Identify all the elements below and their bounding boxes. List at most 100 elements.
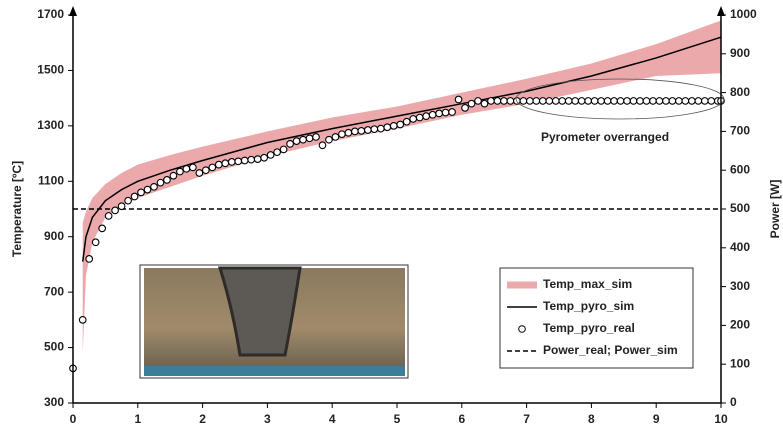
marker (112, 207, 119, 214)
marker (190, 164, 197, 171)
y-tick-label: 1300 (37, 118, 64, 132)
marker (177, 168, 184, 175)
marker (105, 213, 112, 220)
y2-tick-label: 400 (730, 240, 750, 254)
marker (455, 96, 462, 103)
marker (501, 98, 508, 105)
marker (390, 123, 397, 130)
legend-swatch (519, 326, 526, 333)
marker (475, 98, 482, 105)
marker (559, 98, 566, 105)
y2-axis-label: Power [W] (768, 180, 782, 239)
marker (86, 256, 93, 263)
marker (203, 167, 210, 174)
marker (689, 98, 696, 105)
y-tick-label: 1700 (37, 7, 64, 21)
marker (436, 110, 443, 117)
marker (222, 160, 229, 167)
x-tick-label: 5 (394, 412, 401, 426)
marker (371, 126, 378, 133)
x-tick-label: 10 (714, 412, 728, 426)
x-tick-label: 0 (70, 412, 77, 426)
marker (99, 225, 106, 232)
marker (488, 98, 495, 105)
marker (144, 186, 151, 193)
y2-tick-label: 200 (730, 318, 750, 332)
marker (345, 129, 352, 136)
inset-photo (140, 265, 408, 378)
marker (598, 98, 605, 105)
marker (138, 189, 145, 196)
marker (540, 98, 547, 105)
marker (293, 138, 300, 145)
marker (339, 131, 346, 138)
marker (630, 98, 637, 105)
marker (384, 124, 391, 131)
marker (507, 98, 514, 105)
marker (637, 98, 644, 105)
marker (92, 239, 99, 246)
marker (533, 98, 540, 105)
marker (151, 184, 158, 191)
marker (170, 172, 177, 179)
marker (183, 166, 190, 173)
y-tick-label: 1100 (38, 173, 64, 187)
marker (423, 113, 430, 120)
marker (248, 156, 255, 163)
y2-tick-label: 1000 (730, 7, 757, 21)
marker (650, 98, 657, 105)
marker (125, 197, 132, 204)
marker (267, 152, 274, 159)
marker (196, 170, 203, 177)
x-tick-label: 1 (134, 412, 141, 426)
marker (241, 157, 248, 164)
marker (313, 134, 320, 141)
y-tick-label: 700 (44, 284, 64, 298)
x-tick-label: 9 (653, 412, 660, 426)
marker (319, 142, 326, 149)
marker (702, 98, 709, 105)
marker (442, 109, 449, 116)
marker (397, 121, 404, 128)
marker (514, 98, 521, 105)
marker (79, 317, 86, 324)
marker (682, 98, 689, 105)
marker (527, 98, 534, 105)
x-tick-label: 7 (523, 412, 530, 426)
marker (300, 136, 307, 143)
marker (449, 109, 456, 116)
marker (624, 98, 631, 105)
marker (676, 98, 683, 105)
marker (352, 128, 359, 135)
x-tick-label: 3 (264, 412, 271, 426)
axis-arrows (69, 6, 725, 16)
marker (565, 98, 572, 105)
y-tick-label: 1500 (37, 63, 64, 77)
marker (585, 98, 592, 105)
y-tick-label: 900 (44, 229, 64, 243)
annotation: Pyrometer overranged (541, 130, 669, 144)
y2-tick-label: 800 (730, 85, 750, 99)
marker (591, 98, 598, 105)
legend-label: Temp_pyro_real (543, 321, 635, 335)
marker (617, 98, 624, 105)
marker (378, 125, 385, 132)
marker (416, 114, 423, 121)
y2-tick-label: 300 (730, 279, 750, 293)
marker (578, 98, 585, 105)
marker (572, 98, 579, 105)
marker (235, 158, 242, 165)
legend-label: Temp_max_sim (543, 277, 632, 291)
marker (261, 154, 268, 161)
x-tick-label: 4 (329, 412, 336, 426)
marker (546, 98, 553, 105)
legend-label: Power_real; Power_sim (543, 343, 678, 357)
y2-tick-label: 0 (730, 395, 737, 409)
marker (306, 135, 313, 142)
marker (131, 193, 138, 200)
y2-tick-label: 600 (730, 162, 750, 176)
marker (468, 100, 475, 107)
y2-tick-label: 700 (730, 124, 750, 138)
marker (157, 179, 164, 186)
marker (481, 100, 488, 107)
